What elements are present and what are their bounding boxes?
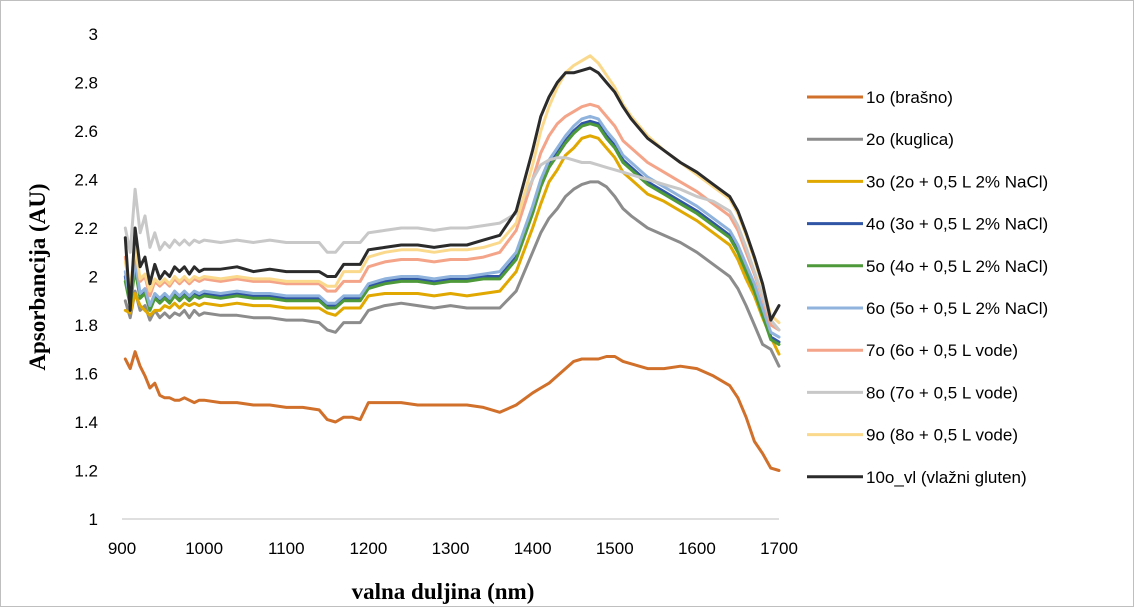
series-line-2 — [123, 180, 781, 368]
x-tick-labels: 900 1000 1100 1200 1300 1400 1500 1600 1700 — [108, 539, 798, 558]
series-line-10 — [123, 66, 781, 322]
legend-item: 4o (3o + 0,5 L 2% NaCl) — [807, 215, 1048, 234]
x-tick-label: 1300 — [432, 539, 470, 558]
legend-item: 3o (2o + 0,5 L 2% NaCl) — [807, 172, 1048, 191]
legend-label: 6o (5o + 0,5 L 2% NaCl) — [866, 299, 1048, 318]
legend-item: 2o (kuglica) — [807, 130, 954, 149]
series-line-7 — [123, 102, 781, 332]
x-tick-label: 1700 — [760, 539, 798, 558]
legend-item: 5o (4o + 0,5 L 2% NaCl) — [807, 257, 1048, 276]
legend-label: 1o (brašno) — [866, 88, 953, 107]
x-axis-title: valna duljina (nm) — [352, 579, 535, 604]
x-tick-label: 1400 — [514, 539, 552, 558]
legend-label: 4o (3o + 0,5 L 2% NaCl) — [866, 215, 1048, 234]
series-lines — [123, 54, 781, 472]
y-tick-label: 2.8 — [74, 74, 98, 93]
x-tick-label: 1000 — [185, 539, 223, 558]
y-tick-label: 1.6 — [74, 365, 98, 384]
y-tick-labels: 1 1.2 1.4 1.6 1.8 2 2.2 2.4 2.6 2.8 3 — [74, 25, 98, 529]
y-tick-label: 2.6 — [74, 122, 98, 141]
legend-item: 10o_vl (vlažni gluten) — [807, 468, 1027, 487]
y-tick-label: 1 — [89, 510, 98, 529]
series-line-8 — [123, 156, 781, 332]
series-line-1 — [123, 350, 781, 472]
y-tick-label: 1.8 — [74, 316, 98, 335]
x-tick-label: 1600 — [678, 539, 716, 558]
legend-label: 8o (7o + 0,5 L vode) — [866, 383, 1018, 402]
legend-label: 7o (6o + 0,5 L vode) — [866, 341, 1018, 360]
x-tick-label: 1100 — [268, 539, 305, 558]
legend-label: 3o (2o + 0,5 L 2% NaCl) — [866, 172, 1048, 191]
legend-item: 9o (8o + 0,5 L vode) — [807, 426, 1018, 445]
legend-item: 8o (7o + 0,5 L vode) — [807, 383, 1018, 402]
legend-label: 9o (8o + 0,5 L vode) — [866, 426, 1018, 445]
y-tick-label: 3 — [89, 25, 98, 44]
y-tick-label: 1.4 — [74, 413, 98, 432]
legend-label: 2o (kuglica) — [866, 130, 954, 149]
y-tick-label: 2 — [89, 268, 98, 287]
legend-label: 5o (4o + 0,5 L 2% NaCl) — [866, 257, 1048, 276]
y-axis-title: Apsorbancija (AU) — [25, 183, 50, 370]
legend-item: 6o (5o + 0,5 L 2% NaCl) — [807, 299, 1048, 318]
legend: 1o (brašno) 2o (kuglica) 3o (2o + 0,5 L 2%… — [807, 88, 1048, 487]
series-line-3 — [123, 134, 781, 356]
y-tick-label: 1.2 — [74, 462, 98, 481]
x-tick-label: 1200 — [349, 539, 387, 558]
series-line-5 — [123, 122, 781, 346]
x-tick-label: 1500 — [596, 539, 634, 558]
series-line-4 — [123, 119, 781, 344]
legend-item: 7o (6o + 0,5 L vode) — [807, 341, 1018, 360]
legend-item: 1o (brašno) — [807, 88, 953, 107]
x-tick-label: 900 — [108, 539, 136, 558]
legend-label: 10o_vl (vlažni gluten) — [866, 468, 1027, 487]
y-tick-label: 2.4 — [74, 171, 98, 190]
y-tick-label: 2.2 — [74, 219, 98, 238]
